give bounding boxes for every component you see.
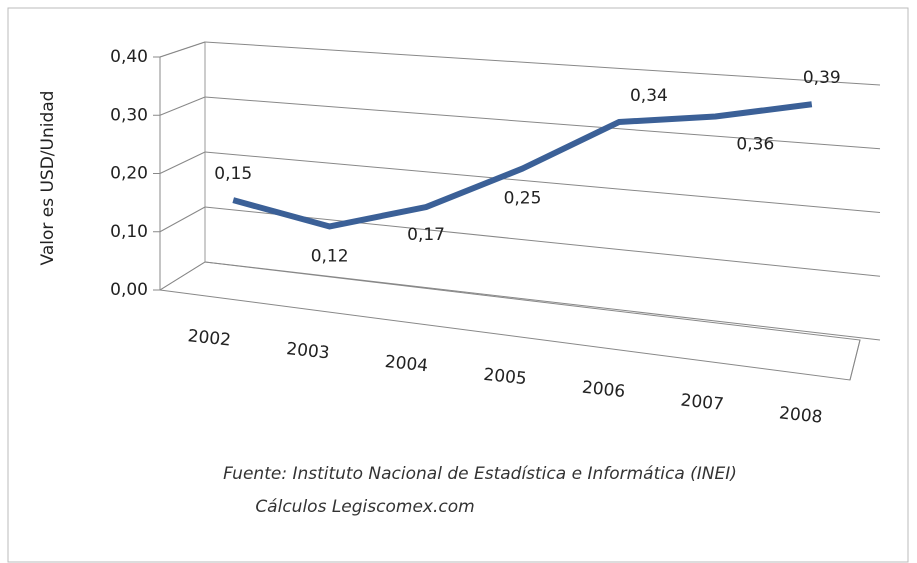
grid-line [204,261,881,341]
x-tick-label: 2003 [285,339,330,363]
y-tick-label: 0,10 [110,222,148,242]
grid-line [159,96,206,116]
data-label: 0,15 [214,164,252,184]
frame [7,7,909,563]
y-tick-label: 0,40 [110,47,148,67]
y-tick-label: 0,20 [110,164,148,184]
y-tick-label: 0,30 [110,105,148,125]
x-tick-label: 2007 [680,391,725,415]
source-line: Fuente: Instituto Nacional de Estadístic… [223,464,737,484]
data-label: 0,36 [736,135,774,155]
grid-line [159,151,206,174]
data-label: 0,17 [407,225,445,245]
grid-line [204,206,881,277]
grid-line [204,41,881,86]
grid-line [204,96,881,150]
data-label: 0,34 [630,86,668,106]
grid-line [159,261,206,291]
x-tick-label: 2006 [581,378,626,402]
line [232,101,813,230]
data-label: 0,25 [504,189,542,209]
data-label: 0,12 [311,246,349,266]
y-tick-label: 0,00 [110,280,148,300]
floor-edge [849,339,861,381]
x-tick-label: 2004 [384,352,429,376]
x-tick-label: 2008 [778,403,823,427]
grid-line [159,41,206,58]
x-tick-label: 2005 [482,365,527,389]
data-label: 0,39 [803,68,841,88]
x-tick-label: 2002 [187,326,232,350]
grid-line [204,151,881,213]
grid-line [159,206,206,233]
y-axis-label: Valor es USD/Unidad [38,91,58,266]
source-line: Cálculos Legiscomex.com [255,497,474,517]
